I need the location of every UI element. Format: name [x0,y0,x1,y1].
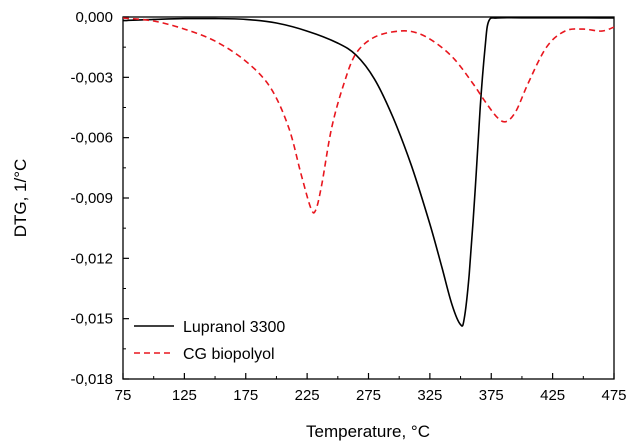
y-tick-labels: 0,000 -0,003 -0,006 -0,009 -0,012 -0,015 -0,01… [70,9,113,388]
y-tick-label: -0,006 [70,130,113,147]
y-tick-label: 0,000 [75,9,113,26]
legend: Lupranol 3300 CG biopolyol [134,319,285,363]
legend-label-cg-biopolyol: CG biopolyol [183,346,275,363]
x-tick-labels: 75 125 175 225 275 325 375 425 475 [115,387,627,404]
series-layer [122,16,615,327]
y-axis-title: DTG, 1/°C [11,159,30,238]
x-tick-label: 225 [295,387,320,404]
axis-ticks [122,16,615,380]
series-line-cg-biopolyol [122,17,615,214]
x-tick-label: 375 [479,387,504,404]
x-tick-label: 425 [540,387,565,404]
y-tick-label: -0,003 [70,69,113,86]
x-tick-label: 125 [172,387,197,404]
y-tick-label: -0,015 [70,311,113,328]
y-tick-label: -0,018 [70,371,113,388]
x-axis-title: Temperature, °C [306,422,430,441]
x-tick-label: 325 [417,387,442,404]
series-line-lupranol [122,16,615,327]
x-tick-label: 175 [233,387,258,404]
y-tick-label: -0,009 [70,190,113,207]
legend-label-lupranol: Lupranol 3300 [183,319,285,336]
y-tick-label: -0,012 [70,250,113,267]
x-tick-label: 75 [115,387,132,404]
x-tick-label: 275 [356,387,381,404]
x-tick-label: 475 [601,387,626,404]
